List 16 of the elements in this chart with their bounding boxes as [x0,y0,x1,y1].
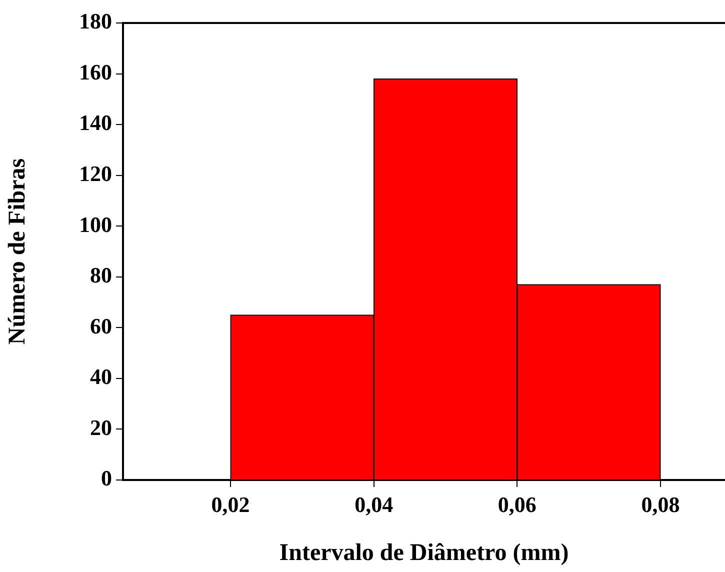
y-tick-label: 160 [79,59,112,84]
x-tick-label: 0,08 [641,492,680,517]
x-tick-label: 0,06 [498,492,536,517]
y-tick-label: 20 [90,414,112,440]
y-tick-label: 120 [79,161,112,186]
x-tick-label: 0,04 [354,492,394,517]
y-tick-label: 100 [79,212,112,237]
y-tick-label: 0 [101,466,112,491]
y-tick-label: 40 [90,364,112,390]
y-tick-label: 140 [79,110,112,136]
y-axis-title: Número de Fibras [4,158,31,345]
y-tick-label: 180 [79,8,112,34]
y-tick-label: 60 [90,313,112,338]
x-axis-title: Intervalo de Diâmetro (mm) [279,540,569,566]
y-tick-label: 80 [90,262,112,288]
x-tick-label: 0,02 [211,492,250,517]
